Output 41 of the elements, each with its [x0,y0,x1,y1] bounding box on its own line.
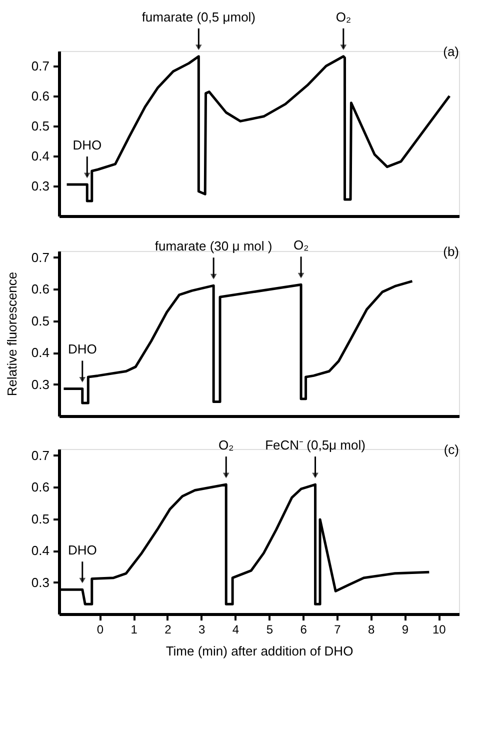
y-tick-label: 0.5 [31,511,50,526]
line-series [62,280,414,404]
y-tick-label: 0.7 [31,250,50,265]
x-axis-title: Time (min) after addition of DHO [166,644,354,658]
annotation: O₂ [293,238,309,253]
y-tick-label: 0.3 [31,178,50,194]
annotation: DHO [72,138,102,152]
annotation: DHO [68,342,97,357]
y-tick-label: 0.6 [31,88,50,104]
x-tick-label: 8 [368,622,376,636]
y-tick-label: 0.3 [31,574,50,590]
y-tick-label: 0.4 [31,543,50,558]
y-tick-label: 0.4 [31,345,50,360]
annotation: FeCN⁻ (0,5μ mol) [265,438,366,453]
y-tick-label: 0.6 [31,282,50,297]
x-tick-label: 7 [334,622,342,636]
y-tick-label: 0.4 [31,148,50,164]
x-tick-label: 3 [198,622,206,636]
y-tick-label: 0.7 [31,448,50,463]
annotation: (b) [443,244,459,259]
annotation: fumarate (30 μ mol ) [154,238,272,254]
x-tick-label: 1 [130,622,138,636]
x-tick-label: 2 [164,622,172,636]
y-axis-title: Relative fluorescence [4,272,20,396]
x-tick-label: 4 [232,622,240,636]
annotation: DHO [68,542,97,558]
annotation: (a) [443,44,459,59]
y-tick-label: 0.7 [31,58,50,74]
x-tick-label: 5 [266,622,274,636]
annotation: O₂ [336,9,351,24]
y-tick-label: 0.5 [31,313,50,328]
annotation: O₂ [218,438,234,453]
x-tick-label: 10 [432,622,446,636]
annotation: fumarate (0,5 μmol) [142,9,256,24]
x-tick-label: 6 [300,622,308,636]
y-tick-label: 0.5 [31,118,50,134]
x-tick-label: 9 [402,622,409,636]
y-tick-label: 0.6 [31,480,50,495]
y-tick-label: 0.3 [31,376,50,392]
x-tick-label: 0 [96,622,104,636]
annotation: (c) [444,442,459,457]
